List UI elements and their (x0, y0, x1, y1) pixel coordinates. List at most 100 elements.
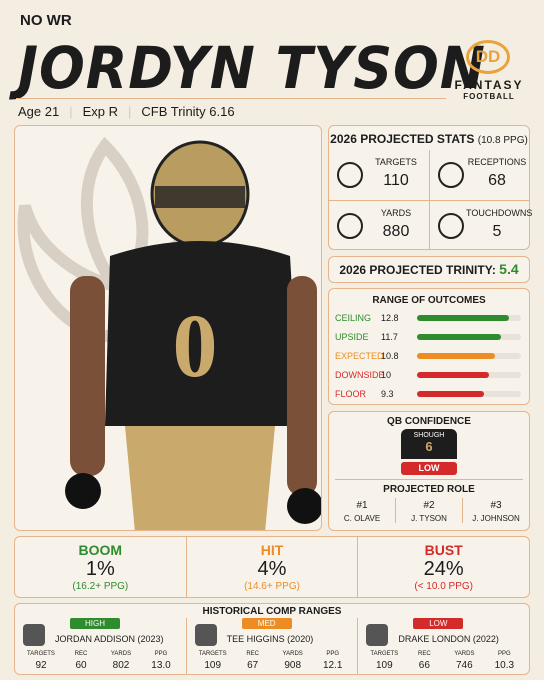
trinity: CFB Trinity 6.16 (141, 104, 235, 119)
comp-stat-value: 746 (456, 660, 473, 671)
role-name: C. OLAVE (343, 514, 381, 523)
info-row: Age 21 | Exp R | CFB Trinity 6.16 (18, 104, 235, 119)
trinity-panel: 2026 PROJECTED TRINITY: 5.4 (328, 256, 530, 283)
comp-level: HIGH (70, 618, 120, 629)
stat-cell: RECEPTIONS 68 (429, 150, 529, 200)
stats-title: 2026 PROJECTED STATS (330, 132, 475, 146)
stats-ppg: (10.8 PPG) (477, 135, 528, 146)
comp-stat-label: PPG (154, 651, 168, 657)
comps-panel: HISTORICAL COMP RANGES HIGH JORDAN ADDISO… (14, 603, 530, 675)
comp-stat-value: 92 (35, 660, 47, 671)
outcome-bar (417, 353, 495, 359)
outcome-bar (417, 315, 510, 321)
comp-item: HIGH JORDAN ADDISON (2023) TARGETS 92 REC 60 Y… (15, 618, 186, 674)
comp-stat-label: TARGETS (198, 651, 227, 657)
outcome-row: CEILING 12.8 (329, 309, 529, 328)
comp-stat-value: 10.3 (494, 660, 515, 671)
logo: DD (466, 40, 510, 74)
comp-stat-value: 109 (204, 660, 222, 671)
trinity-label: 2026 PROJECTED TRINITY: (339, 263, 496, 277)
comp-item: LOW DRAKE LONDON (2022) TARGETS 109 REC 66 YAR… (357, 618, 529, 674)
stats-panel: 2026 PROJECTED STATS (10.8 PPG) TARGETS 1… (328, 125, 533, 250)
stat-value: 880 (382, 223, 410, 240)
comp-stat-label: TARGETS (27, 651, 55, 657)
brand: FANTASY (454, 78, 524, 92)
outcome-value: 12.8 (381, 313, 399, 323)
outlook-note: (14.6+ PPG) (244, 581, 300, 592)
outcome-label: DOWNSIDE (335, 370, 385, 380)
exp: Exp R (82, 104, 118, 119)
qb-number: 6 (425, 439, 433, 454)
role-item: #1 C. OLAVE (329, 498, 395, 523)
range-title: RANGE OF OUTCOMES (372, 295, 486, 306)
comp-stat-label: TARGETS (370, 651, 399, 657)
outcome-value: 10 (381, 370, 392, 380)
qb-jersey: SHOUGH 6 (401, 429, 457, 459)
comp-stat-label: REC (74, 651, 88, 657)
qb-title: QB CONFIDENCE (387, 416, 471, 427)
comp-stat-value: 908 (284, 660, 302, 671)
outlook-label: BOOM (78, 542, 123, 558)
outlook-label: BUST (424, 542, 463, 558)
comp-level: MED (241, 618, 292, 629)
comp-stat-value: 12.1 (322, 660, 343, 671)
comp-stat-label: YARDS (454, 651, 475, 657)
qb-panel: QB CONFIDENCE SHOUGH 6 LOW PROJECTED ROL… (328, 411, 530, 531)
divider (16, 98, 446, 99)
outcome-bar (417, 372, 489, 378)
brand-sub: FOOTBALL (463, 92, 515, 101)
comp-name: TEE HIGGINS (2020) (226, 634, 314, 644)
comp-item: MED TEE HIGGINS (2020) TARGETS 109 REC 67 YARD… (185, 618, 358, 674)
outcome-value: 11.7 (381, 332, 398, 342)
comp-stat-value: 109 (376, 660, 393, 671)
comp-stat-value: 67 (247, 660, 259, 671)
stat-icon (337, 162, 363, 188)
age: Age 21 (18, 104, 60, 119)
stat-value: 68 (488, 172, 506, 189)
stat-value: 5 (492, 223, 502, 240)
comp-stat-label: REC (246, 651, 259, 657)
role-title: PROJECTED ROLE (383, 484, 475, 495)
outcome-row: UPSIDE 11.7 (329, 328, 529, 347)
comp-logo (194, 624, 217, 646)
player-illustration: 0 (17, 136, 321, 530)
stat-label: YARDS (380, 208, 412, 218)
stat-icon (337, 213, 363, 239)
trinity-value: 5.4 (499, 261, 519, 277)
qb-level: LOW (401, 462, 457, 475)
comp-stat-value: 60 (75, 660, 87, 671)
outlook-value: 1% (85, 558, 115, 580)
stat-cell: YARDS 880 (329, 200, 429, 250)
outcome-value: 10.8 (381, 351, 399, 361)
role-name: J. TYSON (411, 514, 447, 523)
range-panel: RANGE OF OUTCOMES CEILING 12.8 UPSIDE 11.7 E… (328, 288, 530, 405)
outlook-label: HIT (260, 542, 284, 558)
comp-logo (366, 624, 389, 646)
stat-label: RECEPTIONS (467, 157, 527, 167)
position: NO WR (20, 12, 72, 29)
outcome-row: EXPECTED 10.8 (329, 347, 529, 366)
outlook-item: HIT 4% (14.6+ PPG) (185, 537, 358, 597)
role-rank: #3 (490, 500, 502, 511)
stat-label: TARGETS (375, 157, 417, 167)
role-item: #2 J. TYSON (395, 498, 462, 523)
outlook-item: BUST 24% (< 10.0 PPG) (357, 537, 529, 597)
stat-cell: TOUCHDOWNS 5 (429, 200, 533, 250)
stat-label: TOUCHDOWNS (466, 208, 533, 218)
comps-title: HISTORICAL COMP RANGES (202, 606, 342, 617)
role-name: J. JOHNSON (472, 514, 520, 523)
outcome-row: DOWNSIDE 10 (329, 366, 529, 385)
outcome-bar (417, 334, 502, 340)
outlook-value: 24% (423, 558, 464, 580)
outlook-value: 4% (257, 558, 287, 580)
comp-stat-label: YARDS (110, 651, 132, 657)
comp-stat-value: 66 (418, 660, 430, 671)
divider (335, 479, 523, 480)
stat-cell: TARGETS 110 (329, 150, 429, 200)
svg-text:0: 0 (173, 297, 218, 396)
comp-stat-label: REC (418, 651, 431, 657)
qb-name: SHOUGH (413, 432, 445, 439)
comp-name: DRAKE LONDON (2022) (398, 634, 499, 644)
comp-stat-label: YARDS (282, 651, 303, 657)
